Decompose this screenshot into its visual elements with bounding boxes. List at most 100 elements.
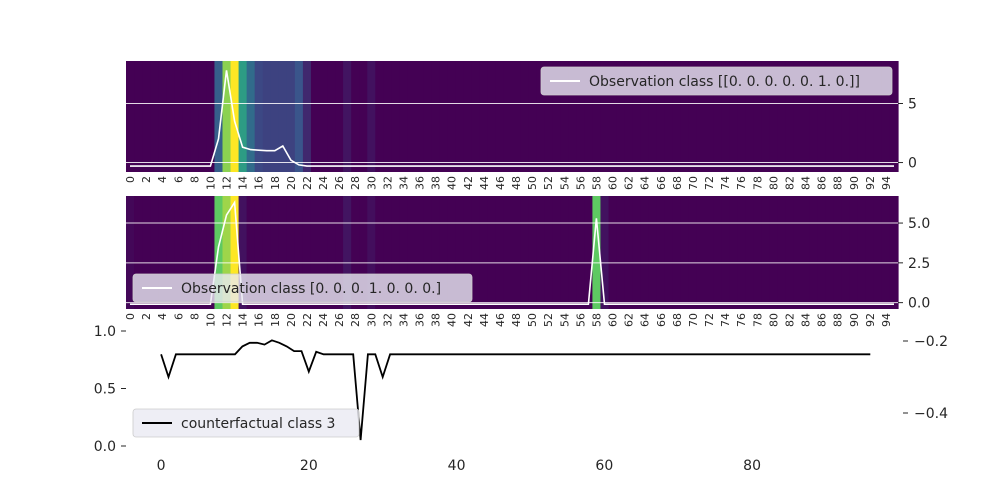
top-xtick-label: 42 (462, 176, 475, 190)
mid-heat-cell (262, 196, 272, 309)
mid-heat-cell (528, 196, 537, 309)
top-heat-cell (174, 61, 183, 172)
mid-heat-cell (399, 196, 409, 309)
mid-heat-cell (238, 196, 248, 309)
top-heat-cell (270, 61, 280, 172)
counterfactual-series-line (160, 339, 871, 441)
top-xtick-label: 72 (703, 176, 716, 190)
top-heat-cell (528, 61, 537, 172)
mid-heat-cell (495, 196, 505, 309)
bottom-legend-label: counterfactual class 3 (181, 416, 335, 432)
mid-xtick-label: 72 (703, 313, 716, 327)
top-xtick-label: 86 (816, 176, 829, 190)
top-heat-cell (801, 61, 811, 172)
mid-xtick-label: 0 (124, 313, 137, 320)
top-heat-cell (238, 61, 248, 172)
top-xtick-label: 30 (365, 176, 378, 190)
top-heat-cell (399, 61, 409, 172)
mid-xtick-label: 6 (172, 313, 185, 320)
top-heat-cell (809, 61, 819, 172)
top-xtick-label: 94 (880, 176, 893, 190)
mid-xtick-label: 94 (880, 313, 893, 327)
mid-heat-cell (584, 196, 594, 309)
top-xtick-label: 64 (639, 176, 652, 190)
top-heat-cell (600, 61, 610, 172)
mid-heat-cell (857, 196, 867, 309)
mid-heat-cell (375, 196, 384, 309)
mid-heat-cell (680, 196, 690, 309)
top-heat-cell (198, 61, 208, 172)
top-heat-cell (576, 61, 585, 172)
top-heat-cell (190, 61, 199, 172)
top-xtick-label: 92 (864, 176, 877, 190)
top-heat-cell (415, 61, 425, 172)
mid-heat-cell (696, 196, 706, 309)
top-heat-cell (544, 61, 553, 172)
top-xtick-label: 58 (590, 176, 603, 190)
top-xtick-label: 90 (848, 176, 861, 190)
top-heat-cell (134, 61, 143, 172)
mid-heat-cell (536, 196, 545, 309)
mid-heat-cell (278, 196, 288, 309)
mid-heat-cell (230, 196, 240, 309)
mid-heat-cell (849, 196, 859, 309)
top-series-line (130, 70, 894, 167)
top-heat-cell (865, 61, 875, 172)
top-heat-cell (222, 61, 232, 172)
top-xtick-label: 22 (301, 176, 314, 190)
mid-xtick-label: 76 (735, 313, 748, 327)
mid-xtick-label: 4 (156, 313, 169, 320)
mid-xtick-label: 22 (301, 313, 314, 327)
top-xtick-label: 18 (269, 176, 282, 190)
mid-heat-cell (608, 196, 618, 309)
mid-heat-cell (286, 196, 296, 309)
top-heat-cell (294, 61, 304, 172)
mid-series-line (130, 199, 894, 306)
mid-legend-box (132, 273, 473, 303)
mid-heat-cell (198, 196, 208, 309)
mid-xtick-label: 84 (800, 313, 813, 327)
mid-heat-cell (222, 196, 232, 309)
mid-xtick-label: 60 (607, 313, 620, 327)
mid-xtick-label: 30 (365, 313, 378, 327)
top-heat-cell (383, 61, 392, 172)
top-heat-cell (463, 61, 473, 172)
mid-heat-cell (351, 196, 360, 309)
top-xtick-label: 12 (221, 176, 234, 190)
top-xtick-label: 80 (767, 176, 780, 190)
top-heat-cell (214, 61, 224, 172)
top-heat-cell (608, 61, 618, 172)
mid-xtick-label: 74 (719, 313, 732, 327)
top-xtick-label: 0 (124, 176, 137, 183)
top-heat-cell (656, 61, 666, 172)
top-heat-cell (302, 61, 312, 172)
mid-heat-cell (753, 196, 762, 309)
mid-heat-cell (600, 196, 610, 309)
top-xtick-label: 6 (172, 176, 185, 183)
top-xtick-label: 54 (558, 176, 571, 190)
mid-xtick-label: 2 (140, 313, 153, 320)
top-xtick-label: 82 (783, 176, 796, 190)
top-heat-cell (495, 61, 505, 172)
mid-heat-cell (359, 196, 368, 309)
mid-heat-cell (447, 196, 457, 309)
mid-heat-cell (793, 196, 803, 309)
top-heat-cell (616, 61, 626, 172)
top-heat-cell (447, 61, 457, 172)
top-heat-cell (745, 61, 754, 172)
mid-xtick-label: 56 (574, 313, 587, 327)
mid-heat-cell (592, 196, 602, 309)
mid-xtick-label: 68 (671, 313, 684, 327)
top-xtick-label: 36 (414, 176, 427, 190)
top-heat-cell (439, 61, 449, 172)
bottom-xtick-label: 40 (448, 458, 466, 474)
mid-heat-cell (142, 196, 151, 309)
mid-xtick-label: 46 (494, 313, 507, 327)
top-heat-cell (761, 61, 770, 172)
top-heat-cell (696, 61, 706, 172)
mid-xtick-label: 44 (478, 313, 491, 327)
top-xtick-label: 2 (140, 176, 153, 183)
mid-heat-cell (294, 196, 304, 309)
top-heat-cell (721, 61, 730, 172)
mid-xtick-label: 90 (848, 313, 861, 327)
